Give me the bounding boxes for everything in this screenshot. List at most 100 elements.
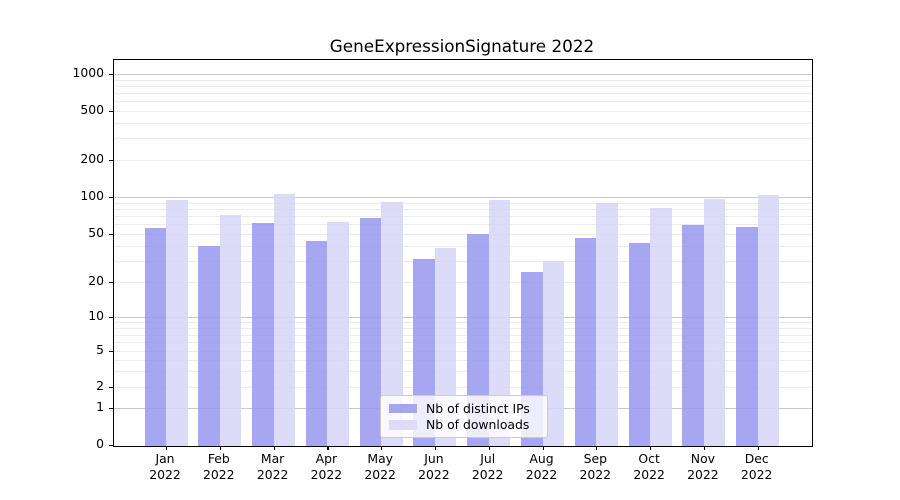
- y-tick-100: [109, 197, 113, 199]
- y-tick-200: [109, 160, 113, 162]
- x-tick-dec: [757, 446, 759, 450]
- gridline-minor-800: [114, 86, 812, 88]
- legend-item-downloads: Nb of downloads: [389, 417, 539, 434]
- y-tick-10: [109, 317, 113, 319]
- gridline-minor-50: [114, 234, 812, 235]
- x-tick-label-jun: Jun 2022: [418, 451, 450, 482]
- legend: Nb of distinct IPs Nb of downloads: [380, 395, 548, 438]
- gridline-minor-200: [114, 160, 812, 161]
- y-tick-500: [109, 111, 113, 113]
- bar-distinct-ips-apr: [305, 240, 328, 446]
- gridline-minor-30: [114, 260, 812, 262]
- x-tick-label-mar: Mar 2022: [256, 451, 289, 482]
- x-tick-label-dec: Dec 2022: [740, 451, 773, 482]
- x-tick-sep: [596, 446, 598, 450]
- x-tick-nov: [703, 446, 706, 450]
- x-tick-label-jul: Jul 2022: [471, 451, 504, 482]
- plot-area: Nb of distinct IPs Nb of downloads: [109, 59, 813, 450]
- x-tick-aug: [542, 446, 544, 450]
- bar-downloads-sep: [596, 202, 618, 446]
- x-tick-label-nov: Nov 2022: [687, 451, 719, 482]
- gridline-minor-4: [114, 359, 812, 361]
- x-tick-jan: [166, 446, 168, 450]
- x-tick-jul: [488, 446, 490, 450]
- x-tick-label-feb: Feb 2022: [203, 451, 235, 482]
- y-tick-label-20: 20: [88, 273, 104, 288]
- y-tick-5: [109, 351, 113, 353]
- y-tick-label-1: 1: [96, 399, 104, 415]
- y-tick-0: [109, 445, 113, 447]
- gridline-major-1000: [114, 74, 812, 76]
- bar-distinct-ips-jul: [467, 234, 489, 446]
- x-tick-label-oct: Oct 2022: [633, 451, 665, 482]
- y-tick-2: [109, 387, 113, 389]
- x-tick-oct: [650, 446, 652, 450]
- gridline-minor-60: [114, 224, 812, 226]
- legend-label-downloads: Nb of downloads: [426, 417, 530, 433]
- gridline-minor-600: [114, 101, 812, 103]
- bar-distinct-ips-mar: [252, 223, 274, 446]
- y-tick-label-5: 5: [96, 342, 104, 357]
- x-tick-label-jan: Jan 2022: [149, 451, 181, 482]
- bar-downloads-mar: [273, 193, 296, 446]
- bar-distinct-ips-sep: [574, 238, 597, 446]
- bar-downloads-dec: [757, 195, 780, 446]
- y-tick-1000: [109, 74, 113, 76]
- y-tick-1: [109, 408, 113, 410]
- y-tick-label-500: 500: [80, 102, 104, 117]
- x-tick-may: [381, 446, 383, 450]
- bar-downloads-may: [381, 202, 403, 446]
- gridline-major-10: [114, 317, 812, 318]
- bar-downloads-jul: [488, 200, 511, 446]
- x-tick-label-sep: Sep 2022: [579, 451, 612, 482]
- bar-downloads-jan: [166, 199, 188, 446]
- y-tick-label-100: 100: [80, 188, 104, 203]
- x-tick-apr: [327, 446, 329, 450]
- gridline-minor-300: [114, 138, 812, 140]
- gridline-minor-700: [114, 93, 812, 95]
- x-tick-mar: [273, 446, 275, 450]
- gridline-minor-500: [114, 111, 812, 112]
- gridline-minor-7: [114, 334, 812, 336]
- x-tick-feb: [219, 446, 221, 450]
- gridline-minor-70: [114, 216, 812, 217]
- legend-swatch-distinct-ips-icon: [389, 403, 417, 413]
- y-tick-label-10: 10: [88, 308, 104, 323]
- x-tick-label-may: May 2022: [364, 451, 396, 482]
- y-tick-label-2: 2: [96, 378, 104, 393]
- x-tick-jun: [434, 446, 437, 450]
- legend-swatch-downloads-icon: [389, 420, 417, 430]
- bar-distinct-ips-may: [359, 217, 382, 446]
- gridline-minor-2: [114, 387, 812, 388]
- bar-distinct-ips-dec: [736, 227, 758, 446]
- gridline-major-100: [114, 197, 812, 198]
- bar-distinct-ips-nov: [682, 225, 704, 446]
- gridline-minor-6: [114, 342, 812, 344]
- legend-item-distinct-ips: Nb of distinct IPs: [389, 400, 539, 417]
- bar-downloads-oct: [650, 208, 672, 446]
- bar-distinct-ips-oct: [628, 243, 651, 446]
- x-tick-label-apr: Apr 2022: [310, 451, 343, 482]
- y-tick-50: [109, 234, 113, 236]
- gridline-minor-40: [114, 245, 812, 247]
- bar-distinct-ips-jan: [144, 228, 166, 446]
- gridline-minor-20: [114, 282, 812, 283]
- legend-label-distinct-ips: Nb of distinct IPs: [426, 400, 530, 416]
- gridline-minor-400: [114, 122, 812, 124]
- y-tick-label-50: 50: [88, 225, 104, 240]
- y-tick-label-1000: 1000: [72, 65, 104, 81]
- gridline-minor-3: [114, 371, 812, 373]
- bar-distinct-ips-feb: [198, 245, 220, 446]
- y-tick-label-200: 200: [80, 151, 104, 166]
- gridline-minor-80: [114, 208, 812, 210]
- bar-downloads-nov: [703, 198, 726, 446]
- gridline-minor-90: [114, 202, 812, 204]
- gridline-minor-8: [114, 327, 812, 329]
- y-tick-20: [109, 282, 113, 284]
- x-tick-label-aug: Aug 2022: [525, 451, 558, 482]
- bar-downloads-feb: [219, 215, 242, 446]
- gridline-minor-900: [114, 79, 812, 81]
- gridline-minor-9: [114, 322, 812, 324]
- gridline-minor-5: [114, 351, 812, 352]
